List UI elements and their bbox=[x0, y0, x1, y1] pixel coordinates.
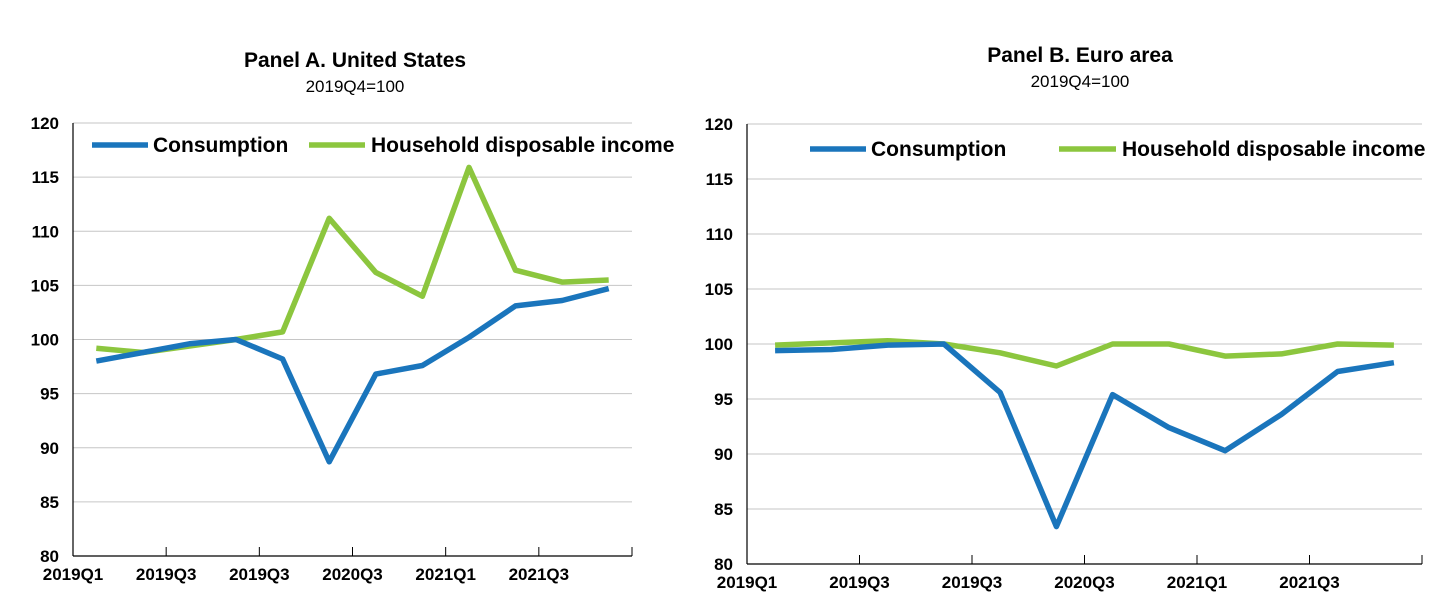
panel-a-subtitle: 2019Q4=100 bbox=[306, 77, 405, 96]
panel-a-x-tick-label: 2021Q1 bbox=[415, 565, 476, 584]
panel-a: Panel A. United States 2019Q4=100 80 85 90 95… bbox=[31, 49, 675, 584]
panel-b-x-tick-label: 2020Q3 bbox=[1054, 573, 1115, 592]
panel-b-legend-income-label: Household disposable income bbox=[1122, 138, 1425, 161]
panel-a-y-tick-label: 105 bbox=[31, 276, 59, 295]
panel-a-y-tick-label: 100 bbox=[31, 331, 59, 350]
panel-b-title: Panel B. Euro area bbox=[987, 44, 1173, 67]
panel-b-legend-consumption-label: Consumption bbox=[871, 138, 1006, 161]
panel-a-y-tick-label: 85 bbox=[40, 493, 59, 512]
panel-b-y-tick-label: 110 bbox=[706, 225, 733, 244]
panel-a-y-tick-label: 95 bbox=[40, 385, 59, 404]
panel-b-y-tick-label: 90 bbox=[714, 445, 733, 464]
panel-b-x-tick-label: 2019Q3 bbox=[942, 573, 1003, 592]
panel-a-y-tick-label: 90 bbox=[40, 439, 59, 458]
panel-a-y-tick-label: 80 bbox=[40, 547, 59, 566]
panel-b: Panel B. Euro area 2019Q4=100 80 85 90 95 100 1… bbox=[705, 44, 1426, 592]
panel-b-y-tick-label: 115 bbox=[706, 170, 733, 189]
panel-b-consumption-line bbox=[775, 341, 1395, 530]
panel-a-x-tick-label: 2019Q3 bbox=[229, 565, 290, 584]
panel-a-x-tick-label: 2019Q3 bbox=[136, 565, 197, 584]
panel-a-x-tick-label: 2021Q3 bbox=[509, 565, 570, 584]
panel-a-consumption-line bbox=[95, 285, 610, 465]
panel-a-y-tick-label: 110 bbox=[32, 222, 59, 241]
panel-b-y-tick-label: 85 bbox=[714, 500, 733, 519]
panel-a-y-tick-label: 115 bbox=[32, 168, 59, 187]
panel-b-subtitle: 2019Q4=100 bbox=[1031, 72, 1130, 91]
panel-a-income-line bbox=[96, 164, 609, 356]
panel-b-x-tick-label: 2021Q1 bbox=[1167, 573, 1228, 592]
panel-a-y-tick-label: 120 bbox=[31, 114, 59, 133]
panel-b-x-tick-label: 2019Q3 bbox=[829, 573, 890, 592]
panel-b-y-tick-label: 105 bbox=[705, 280, 733, 299]
panel-a-legend-income-label: Household disposable income bbox=[371, 134, 674, 157]
panel-a-x-tick-label: 2019Q1 bbox=[43, 565, 104, 584]
panel-b-y-tick-label: 100 bbox=[705, 335, 733, 354]
panel-a-x-tick-label: 2020Q3 bbox=[322, 565, 383, 584]
panel-a-title: Panel A. United States bbox=[244, 49, 466, 72]
panel-b-y-tick-label: 120 bbox=[705, 115, 733, 134]
panel-b-income-line bbox=[774, 337, 1394, 369]
panel-b-x-tick-label: 2019Q1 bbox=[717, 573, 778, 592]
panel-b-y-tick-label: 95 bbox=[714, 390, 733, 409]
panel-a-legend-consumption-label: Consumption bbox=[153, 134, 288, 157]
panel-b-x-tick-label: 2021Q3 bbox=[1279, 573, 1340, 592]
panel-b-y-tick-label: 80 bbox=[714, 555, 733, 574]
